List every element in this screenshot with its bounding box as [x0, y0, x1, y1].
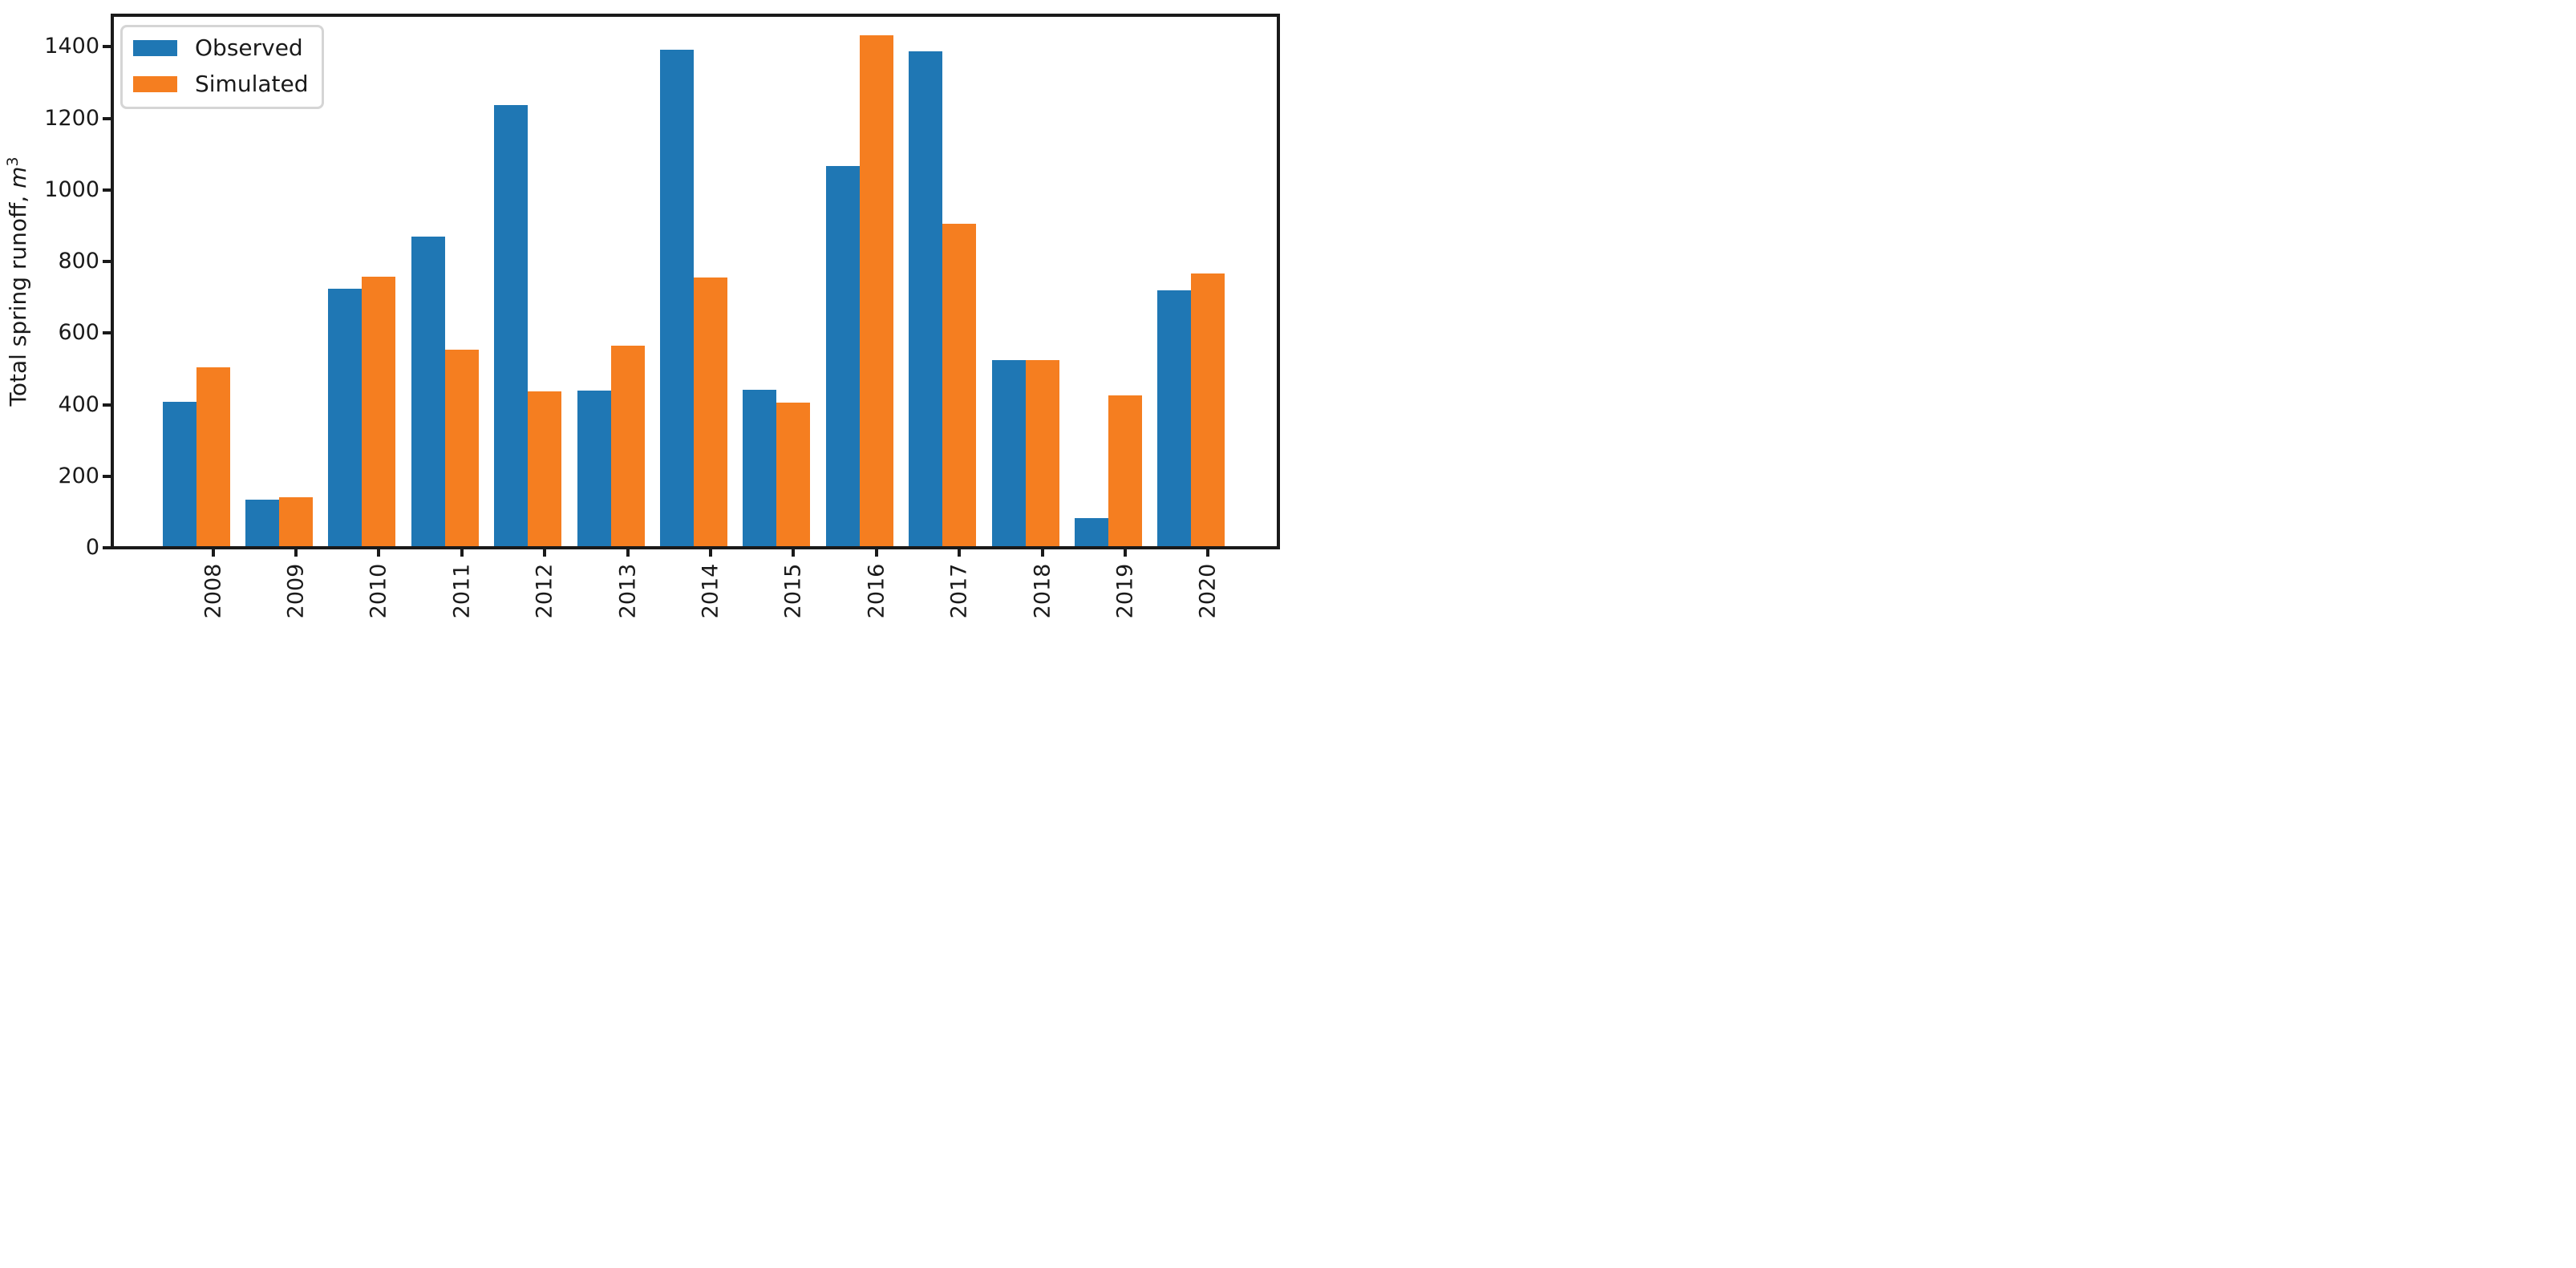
bar-observed-2011 [411, 236, 445, 546]
y-axis-label-text: Total spring runoff, [5, 188, 32, 407]
legend-swatch-observed [133, 40, 177, 56]
x-tick-label-2009: 2009 [283, 563, 309, 619]
bar-simulated-2014 [693, 278, 727, 546]
figure: Total spring runoff, m3 0 200 400 600 800 100… [0, 0, 1288, 634]
x-tick-label-2018: 2018 [1030, 563, 1055, 619]
x-tick-label-2012: 2012 [532, 563, 557, 619]
bar-observed-2016 [825, 166, 860, 546]
x-tick-mark-2016 [874, 549, 878, 557]
legend-label-simulated: Simulated [195, 71, 309, 97]
y-tick-label-0: 0 [85, 535, 99, 560]
bar-observed-2010 [328, 288, 363, 546]
bar-simulated-2018 [1025, 360, 1059, 546]
bar-observed-2020 [1157, 290, 1192, 546]
y-tick-label-600: 600 [58, 320, 99, 346]
x-tick-label-2020: 2020 [1195, 563, 1221, 619]
x-tick-label-2011: 2011 [449, 563, 475, 619]
y-tick-mark-400 [103, 403, 111, 407]
bar-observed-2018 [991, 359, 1026, 546]
bar-simulated-2008 [196, 367, 230, 546]
bar-observed-2013 [577, 391, 611, 546]
x-tick-label-2015: 2015 [780, 563, 806, 619]
x-tick-label-2019: 2019 [1112, 563, 1138, 619]
y-tick-mark-1000 [103, 188, 111, 192]
bar-simulated-2009 [278, 497, 313, 546]
bar-simulated-2017 [942, 223, 977, 546]
bar-simulated-2013 [610, 346, 645, 546]
y-axis-label-exponent: 3 [3, 156, 22, 167]
x-tick-mark-2015 [792, 549, 796, 557]
x-tick-mark-2009 [294, 549, 298, 557]
x-tick-mark-2013 [626, 549, 630, 557]
bar-simulated-2012 [528, 391, 562, 546]
y-tick-label-400: 400 [58, 391, 99, 417]
y-tick-label-1400: 1400 [44, 34, 99, 59]
x-tick-mark-2008 [211, 549, 215, 557]
bar-observed-2017 [909, 51, 943, 546]
y-tick-mark-200 [103, 474, 111, 478]
legend: Observed Simulated [120, 25, 324, 109]
legend-item-observed: Observed [133, 35, 309, 61]
x-tick-mark-2014 [708, 549, 712, 557]
bar-observed-2012 [494, 105, 529, 546]
y-tick-mark-800 [103, 260, 111, 263]
legend-label-observed: Observed [195, 34, 303, 61]
bar-simulated-2010 [362, 277, 396, 546]
x-tick-label-2010: 2010 [366, 563, 391, 619]
x-tick-mark-2018 [1040, 549, 1044, 557]
y-tick-mark-0 [103, 546, 111, 549]
x-tick-label-2013: 2013 [615, 563, 640, 619]
bar-observed-2019 [1074, 518, 1108, 546]
x-tick-label-2016: 2016 [864, 563, 889, 619]
x-tick-mark-2010 [377, 549, 381, 557]
x-tick-mark-2019 [1123, 549, 1127, 557]
y-tick-label-1000: 1000 [44, 176, 99, 202]
bar-observed-2008 [162, 401, 196, 546]
x-tick-mark-2011 [460, 549, 464, 557]
bar-simulated-2011 [444, 349, 479, 546]
x-tick-mark-2020 [1206, 549, 1210, 557]
y-tick-label-800: 800 [58, 249, 99, 273]
bar-simulated-2015 [776, 403, 811, 546]
bar-simulated-2020 [1191, 273, 1225, 546]
legend-item-simulated: Simulated [133, 71, 309, 97]
bar-simulated-2019 [1108, 395, 1142, 546]
bar-observed-2014 [659, 49, 694, 546]
x-tick-label-2008: 2008 [200, 563, 225, 619]
legend-swatch-simulated [133, 76, 177, 92]
bar-observed-2009 [245, 500, 279, 546]
x-tick-label-2017: 2017 [946, 563, 972, 619]
plot-area [111, 14, 1280, 549]
y-tick-label-1200: 1200 [44, 105, 99, 131]
y-tick-label-200: 200 [58, 463, 99, 488]
x-tick-label-2014: 2014 [698, 563, 723, 619]
x-tick-mark-2012 [543, 549, 547, 557]
y-tick-mark-600 [103, 331, 111, 335]
y-tick-mark-1400 [103, 45, 111, 49]
bar-observed-2015 [743, 390, 777, 546]
bar-simulated-2016 [859, 34, 893, 546]
x-tick-mark-2017 [958, 549, 962, 557]
y-tick-mark-1200 [103, 116, 111, 120]
